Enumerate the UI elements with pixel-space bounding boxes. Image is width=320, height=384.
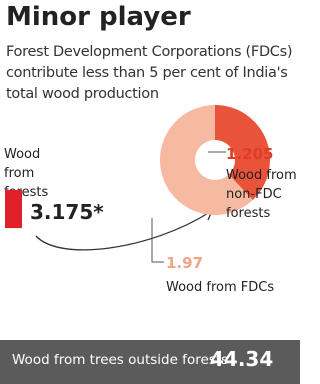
forest-bar: [5, 190, 22, 229]
footer-label: Wood from trees outside forests: [12, 352, 229, 368]
title: Minor player: [6, 2, 191, 32]
value-label: 1.97: [166, 254, 204, 272]
infographic: Minor player Forest Development Corporat…: [0, 0, 300, 384]
forest-value: 3.175*: [30, 200, 104, 224]
chart: 3.175*: [5, 105, 270, 263]
category-label: Wood from non-FDC forests: [226, 168, 297, 221]
subtitle: Forest Development Corporations (FDCs) c…: [6, 44, 293, 102]
donut-segment: [159, 105, 253, 215]
footer-value: 44.34: [210, 347, 274, 371]
category-label: Wood from FDCs: [166, 280, 275, 295]
arrow: [35, 211, 211, 251]
label-connector: [151, 218, 164, 263]
donut-segment: [215, 105, 270, 200]
footer: [0, 340, 300, 384]
value-label: 1.205: [226, 145, 274, 163]
